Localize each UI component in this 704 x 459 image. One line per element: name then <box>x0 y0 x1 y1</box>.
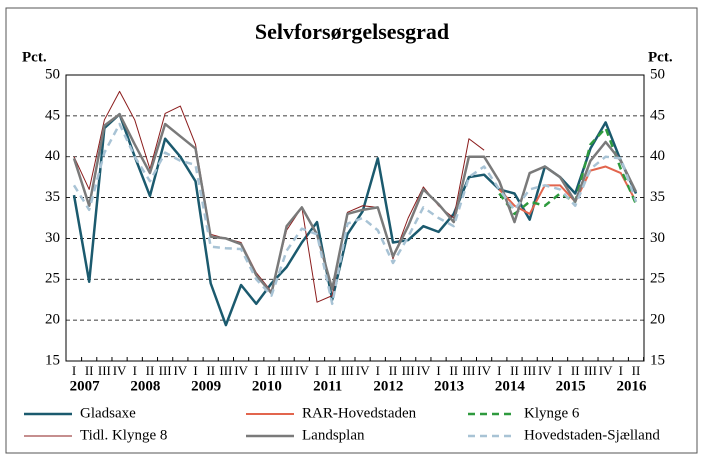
x-tick-label: I <box>436 363 440 378</box>
series-line <box>72 112 638 295</box>
x-tick-label: II <box>389 363 398 378</box>
y-tick-label: 40 <box>45 148 60 164</box>
x-tick-label: II <box>85 363 94 378</box>
x-tick-label: III <box>523 363 536 378</box>
y2-tick-label: 35 <box>650 189 665 205</box>
x-tick-label: III <box>462 363 475 378</box>
x-tick-label: I <box>376 363 380 378</box>
x-tick-label: I <box>619 363 623 378</box>
series-line <box>72 122 638 306</box>
plot-area <box>65 74 645 362</box>
frame <box>5 7 698 454</box>
y2-tick-label: 20 <box>650 312 665 328</box>
y-tick-label: 15 <box>45 352 60 368</box>
y-axis-label: Pct. <box>22 49 47 65</box>
x-tick-label: IV <box>477 363 491 378</box>
year-label: 2007 <box>70 378 101 394</box>
x-tick-label: II <box>510 363 519 378</box>
y-tick-label: 20 <box>45 312 60 328</box>
x-tick-label: IV <box>173 363 187 378</box>
x-tick-label: II <box>328 363 337 378</box>
y-tick-label: 45 <box>45 107 60 123</box>
x-tick-label: IV <box>599 363 613 378</box>
y2-tick-label: 50 <box>650 66 665 82</box>
y2-tick-label: 15 <box>650 352 665 368</box>
y-tick-label: 35 <box>45 189 60 205</box>
x-tick-label: II <box>632 363 641 378</box>
year-label: 2008 <box>130 378 160 394</box>
x-tick-label: II <box>206 363 215 378</box>
x-tick-label: I <box>133 363 137 378</box>
x-tick-label: III <box>402 363 415 378</box>
x-tick-label: I <box>193 363 197 378</box>
year-label: 2014 <box>495 378 526 394</box>
series-line <box>498 165 637 215</box>
x-tick-label: IV <box>356 363 370 378</box>
x-tick-label: II <box>449 363 458 378</box>
x-tick-label: III <box>98 363 111 378</box>
year-label: 2009 <box>191 378 221 394</box>
x-tick-label: IV <box>234 363 248 378</box>
x-tick-label: I <box>72 363 76 378</box>
legend-label: Klynge 6 <box>524 405 580 421</box>
chart-title: Selvforsørgelsesgrad <box>255 19 449 44</box>
year-label: 2013 <box>434 378 464 394</box>
x-tick-label: III <box>584 363 597 378</box>
y-tick-label: 25 <box>45 271 60 287</box>
x-tick-label: I <box>315 363 319 378</box>
legend-label: Landsplan <box>302 427 365 443</box>
x-tick-label: III <box>219 363 232 378</box>
legend-label: RAR-Hovedstaden <box>302 405 417 421</box>
x-tick-label: IV <box>113 363 127 378</box>
x-tick-label: IV <box>416 363 430 378</box>
y2-tick-label: 45 <box>650 107 665 123</box>
y2-axis-label: Pct. <box>648 49 673 65</box>
y-tick-label: 30 <box>45 230 60 246</box>
y2-tick-label: 40 <box>650 148 665 164</box>
y2-tick-label: 25 <box>650 271 665 287</box>
x-tick-label: I <box>497 363 501 378</box>
year-label: 2010 <box>252 378 282 394</box>
y2-tick-label: 30 <box>650 230 665 246</box>
x-tick-label: III <box>159 363 172 378</box>
series-line <box>72 112 638 327</box>
year-label: 2016 <box>616 378 647 394</box>
y-tick-label: 50 <box>45 66 60 82</box>
x-tick-label: II <box>267 363 276 378</box>
x-tick-label: III <box>341 363 354 378</box>
x-tick-label: I <box>254 363 258 378</box>
x-tick-label: II <box>571 363 580 378</box>
x-tick-label: IV <box>295 363 309 378</box>
legend-label: Gladsaxe <box>80 405 136 421</box>
x-tick-label: IV <box>538 363 552 378</box>
x-tick-label: II <box>146 363 155 378</box>
legend-label: Hovedstaden-Sjælland <box>524 427 660 443</box>
x-tick-label: III <box>280 363 293 378</box>
year-label: 2012 <box>373 378 403 394</box>
x-tick-label: I <box>558 363 562 378</box>
year-label: 2015 <box>556 378 586 394</box>
year-label: 2011 <box>313 378 342 394</box>
legend-label: Tidl. Klynge 8 <box>80 427 167 443</box>
